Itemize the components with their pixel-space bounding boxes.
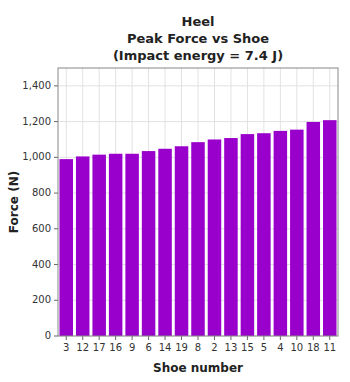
x-tick-label: 15 [241, 342, 254, 353]
bar [208, 139, 222, 336]
bar [307, 122, 321, 336]
bar [191, 142, 205, 336]
y-tick [54, 157, 58, 158]
x-tick [82, 336, 83, 340]
x-tick [132, 336, 133, 340]
x-tick [296, 336, 297, 340]
bar [290, 130, 304, 336]
bar [125, 154, 139, 336]
y-tick [54, 193, 58, 194]
y-tick [54, 264, 58, 265]
x-tick [99, 336, 100, 340]
y-axis-label: Force (N) [7, 171, 21, 233]
x-tick [115, 336, 116, 340]
y-tick-label: 400 [32, 259, 51, 270]
bar [257, 133, 271, 336]
y-tick-label: 200 [32, 294, 51, 305]
x-tick-label: 3 [63, 342, 69, 353]
x-tick-label: 8 [195, 342, 201, 353]
y-tick-label: 0 [45, 330, 51, 341]
x-tick-label: 10 [290, 342, 303, 353]
x-tick [247, 336, 248, 340]
y-tick-label: 1,200 [22, 116, 51, 127]
x-tick [263, 336, 264, 340]
bar [59, 159, 73, 336]
y-tick [54, 336, 58, 337]
x-tick-label: 13 [225, 342, 238, 353]
y-axis: 0 200 400 600 800 1,000 1,200 1,400 [22, 80, 58, 341]
bar [323, 120, 337, 336]
y-tick [54, 300, 58, 301]
title-line: Heel [182, 14, 215, 29]
plot-frame [58, 68, 338, 336]
x-tick-label: 18 [307, 342, 320, 353]
bar [158, 149, 172, 336]
x-tick-label: 19 [175, 342, 188, 353]
bar [76, 156, 90, 336]
title-line: (Impact energy = 7.4 J) [113, 48, 283, 63]
x-tick-label: 4 [277, 342, 283, 353]
x-tick-label: 16 [109, 342, 122, 353]
y-tick [54, 85, 58, 86]
bar [175, 146, 189, 336]
x-tick-label: 12 [76, 342, 89, 353]
y-tick-label: 1,000 [22, 151, 51, 162]
title: Heel Peak Force vs Shoe (Impact energy = 7… [113, 14, 283, 63]
x-tick-label: 2 [211, 342, 217, 353]
x-tick-label: 9 [129, 342, 135, 353]
x-tick-label: 17 [93, 342, 106, 353]
x-tick-label: 14 [159, 342, 172, 353]
y-tick [54, 228, 58, 229]
title-line: Peak Force vs Shoe [127, 31, 269, 46]
y-tick [54, 121, 58, 122]
x-tick [230, 336, 231, 340]
chart-svg: 02004006008001,0001,2001,400312171696141… [0, 0, 350, 382]
x-tick [280, 336, 281, 340]
y-tick-label: 800 [32, 187, 51, 198]
y-tick-label: 600 [32, 223, 51, 234]
x-tick [198, 336, 199, 340]
x-tick [313, 336, 314, 340]
bars [59, 120, 336, 336]
chart-container: 02004006008001,0001,2001,400312171696141… [0, 0, 350, 382]
x-tick-label: 5 [261, 342, 267, 353]
x-tick [181, 336, 182, 340]
x-axis-label: Shoe number [153, 361, 243, 375]
x-tick-label: 11 [323, 342, 336, 353]
x-tick-label: 6 [145, 342, 151, 353]
x-tick [165, 336, 166, 340]
x-tick [329, 336, 330, 340]
bar [274, 131, 288, 336]
y-tick-label: 1,400 [22, 80, 51, 91]
bar [142, 151, 156, 336]
x-tick [214, 336, 215, 340]
bar [241, 134, 255, 336]
bar [224, 138, 238, 336]
bar [109, 154, 123, 336]
bar [92, 155, 106, 336]
x-tick [66, 336, 67, 340]
x-axis: 3 12 1716 96 1419 82 1315 54 10 1811 [63, 336, 336, 353]
x-tick [148, 336, 149, 340]
grid [58, 68, 338, 336]
